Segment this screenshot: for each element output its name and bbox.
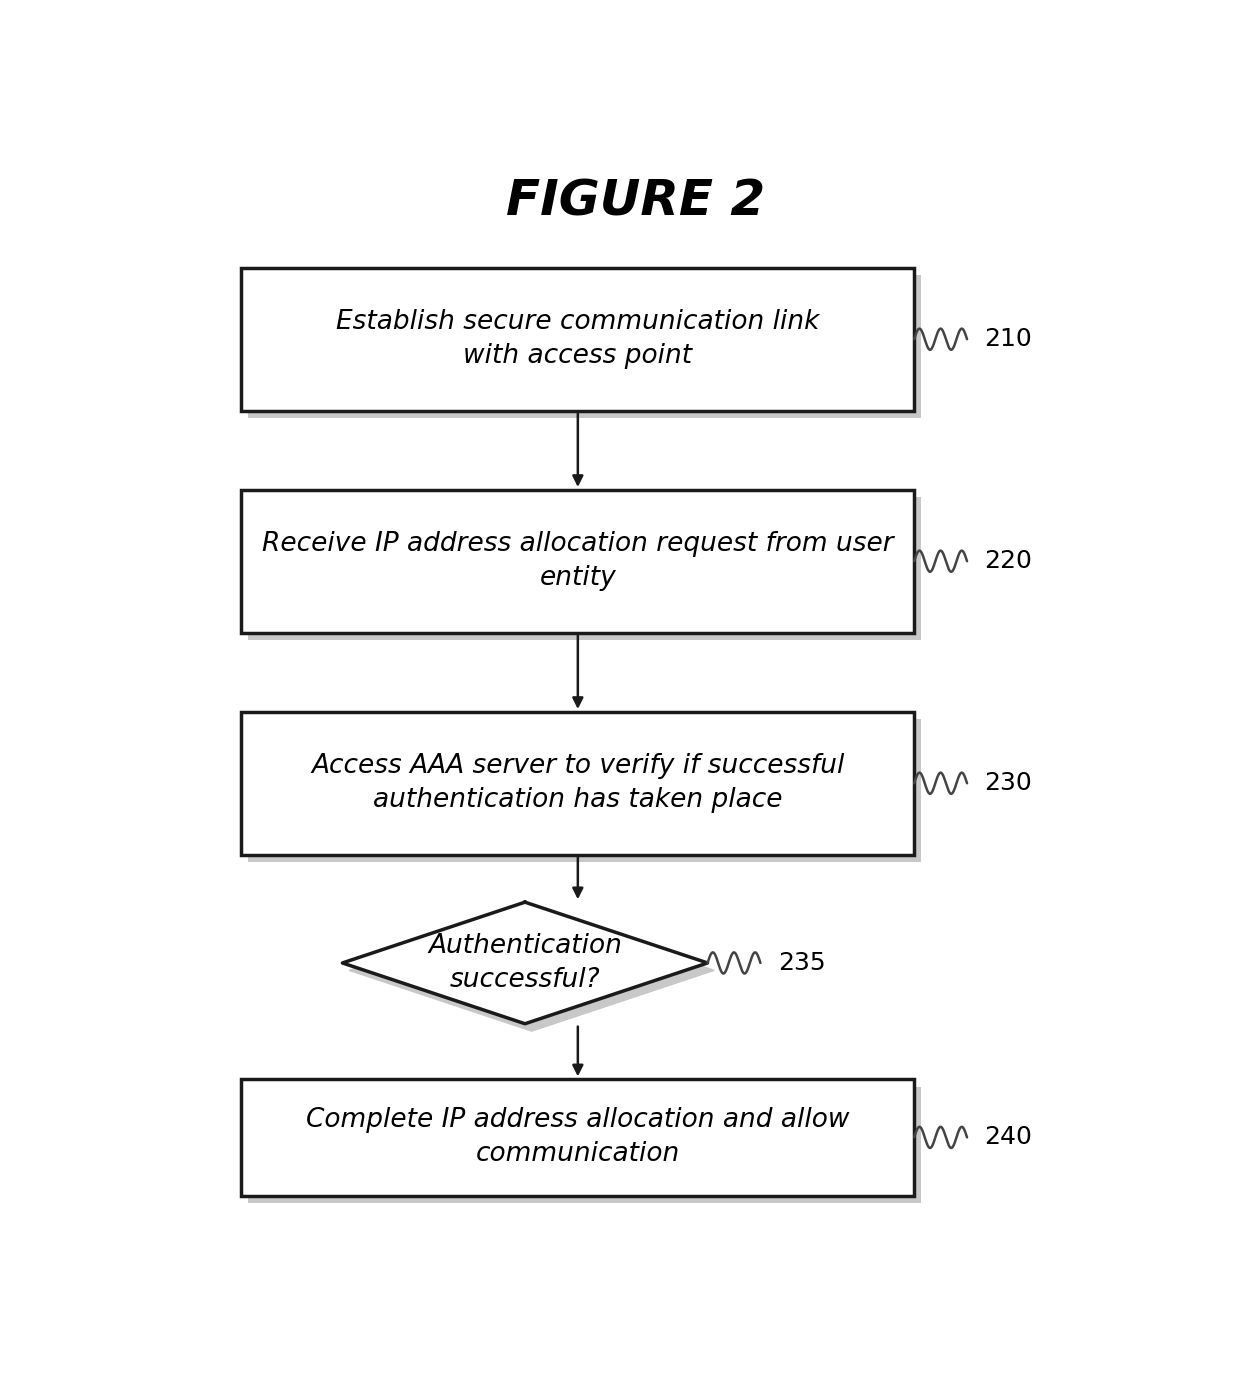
Text: Complete IP address allocation and allow
communication: Complete IP address allocation and allow… <box>306 1108 849 1167</box>
Text: Establish secure communication link
with access point: Establish secure communication link with… <box>336 309 820 369</box>
FancyBboxPatch shape <box>242 490 914 633</box>
FancyBboxPatch shape <box>242 268 914 411</box>
Polygon shape <box>350 909 714 1031</box>
Text: 230: 230 <box>985 772 1032 795</box>
Text: 210: 210 <box>985 327 1032 351</box>
Polygon shape <box>342 902 708 1024</box>
Text: FIGURE 2: FIGURE 2 <box>506 177 765 225</box>
Text: 235: 235 <box>777 951 826 975</box>
FancyBboxPatch shape <box>248 719 921 862</box>
Text: Authentication
successful?: Authentication successful? <box>428 934 622 993</box>
FancyBboxPatch shape <box>248 497 921 640</box>
FancyBboxPatch shape <box>248 275 921 417</box>
FancyBboxPatch shape <box>242 711 914 854</box>
Text: Access AAA server to verify if successful
authentication has taken place: Access AAA server to verify if successfu… <box>311 754 844 813</box>
Text: 220: 220 <box>985 549 1032 573</box>
FancyBboxPatch shape <box>248 1086 921 1203</box>
Text: 240: 240 <box>985 1126 1032 1149</box>
FancyBboxPatch shape <box>242 1079 914 1196</box>
Text: Receive IP address allocation request from user
entity: Receive IP address allocation request fr… <box>262 531 894 592</box>
